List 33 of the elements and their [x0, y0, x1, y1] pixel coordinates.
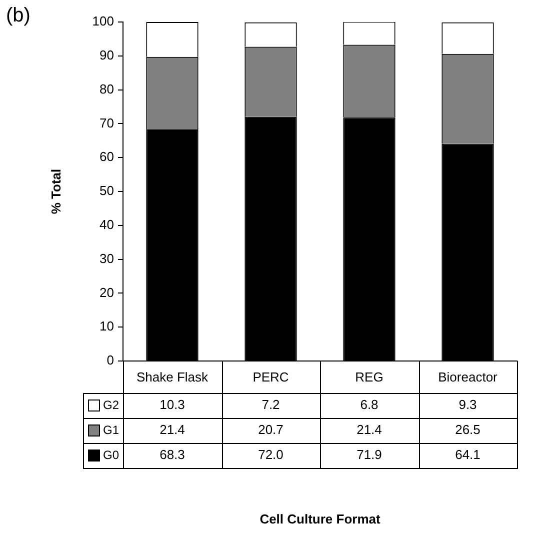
- legend-label: G0: [103, 448, 120, 462]
- data-label: 20.7: [258, 422, 284, 438]
- y-tick-label: 90: [100, 47, 114, 62]
- x-tick-label: REG: [355, 369, 384, 384]
- y-tick-label: 40: [100, 216, 114, 232]
- data-label: 9.3: [458, 397, 477, 412]
- chart-title: (b): [6, 4, 30, 27]
- x-tick-label: PERC: [252, 369, 289, 384]
- data-label: 7.2: [262, 397, 280, 412]
- y-tick-label: 70: [100, 115, 114, 130]
- y-tick-label: 100: [92, 14, 114, 29]
- data-label: 21.4: [160, 422, 185, 438]
- data-label: 64.1: [455, 447, 480, 462]
- text: Cell Culture Format: [260, 512, 381, 527]
- y-tick-label: 80: [100, 81, 114, 96]
- y-tick-label: 20: [100, 284, 114, 300]
- y-tick-label: 30: [100, 250, 114, 266]
- data-label: 6.8: [360, 397, 378, 412]
- data-label: 71.9: [356, 447, 382, 462]
- y-tick-label: 10: [100, 318, 114, 334]
- y-axis-title: % Total: [48, 168, 64, 214]
- data-label: 68.3: [160, 447, 185, 462]
- x-tick-label: Shake Flask: [136, 369, 209, 384]
- y-tick-label: 50: [100, 183, 114, 198]
- x-tick-label: Bioreactor: [438, 369, 498, 384]
- data-label: 21.4: [356, 422, 382, 438]
- data-label: 26.5: [455, 422, 480, 438]
- y-tick-label: 60: [100, 149, 114, 164]
- data-label: 10.3: [160, 397, 185, 412]
- legend-label: G1: [103, 422, 120, 437]
- data-label: 72.0: [258, 447, 284, 462]
- y-tick-label: 0: [106, 352, 114, 368]
- legend-label: G2: [103, 398, 120, 412]
